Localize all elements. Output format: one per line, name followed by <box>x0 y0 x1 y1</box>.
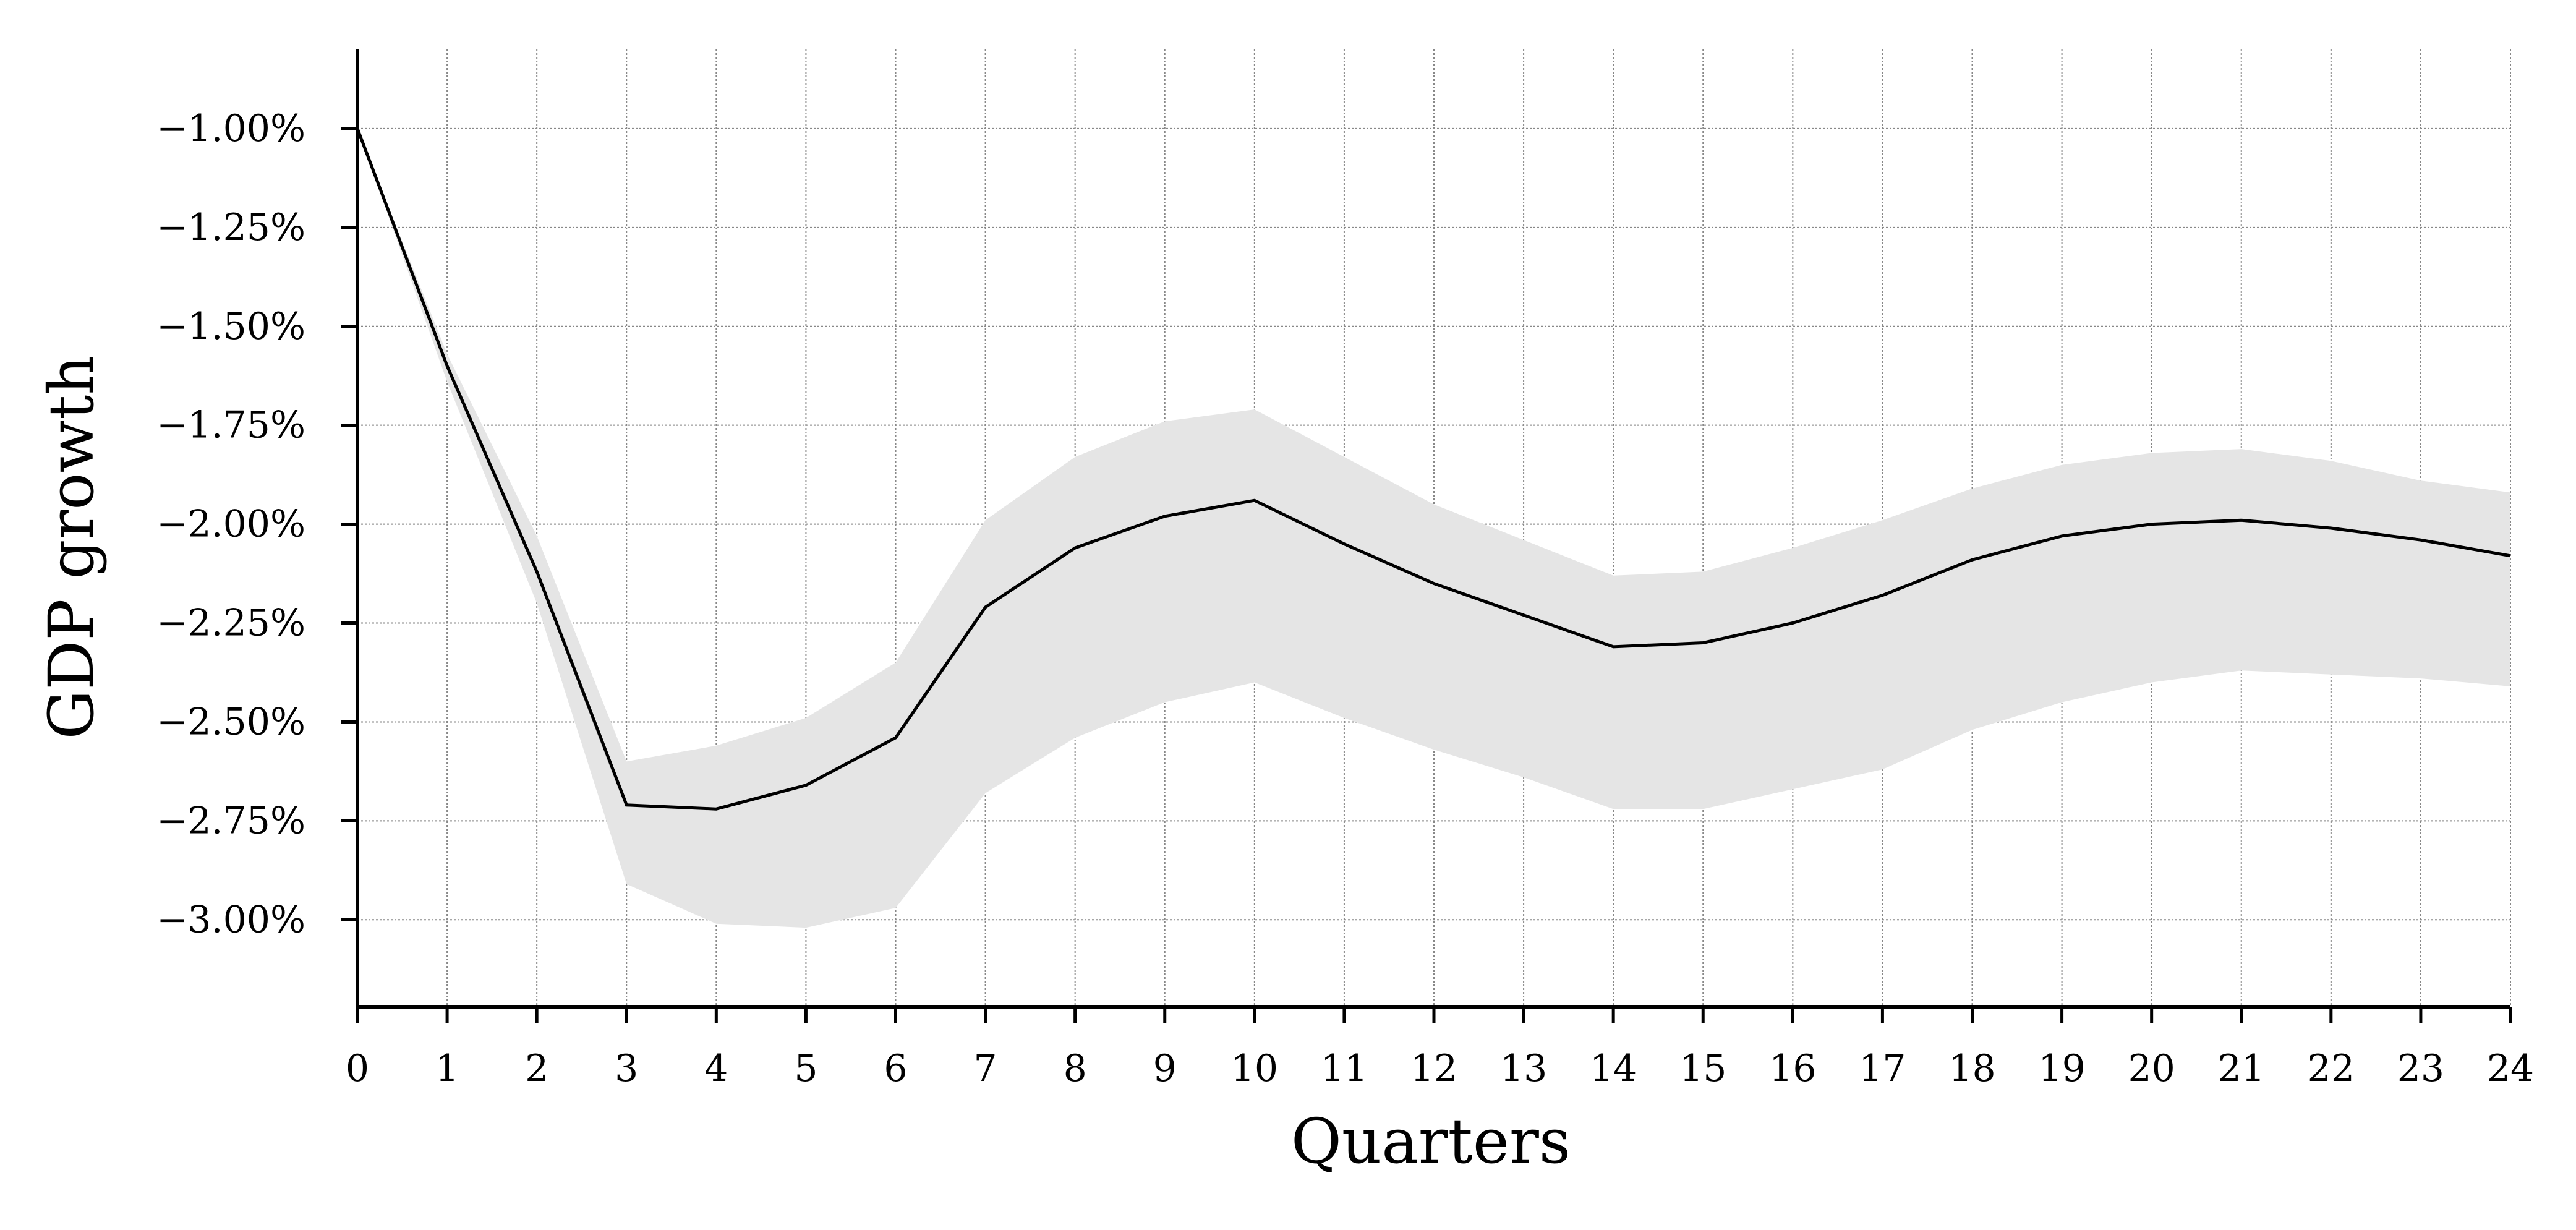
x-tick-label: 7 <box>973 1047 997 1090</box>
x-tick-label: 20 <box>2128 1047 2175 1090</box>
x-tick-label: 2 <box>525 1047 548 1090</box>
x-tick-label: 5 <box>794 1047 817 1090</box>
y-tick-label: −2.25% <box>156 602 305 645</box>
confidence-band <box>357 128 2510 928</box>
x-tick-label: 22 <box>2308 1047 2355 1090</box>
x-tick-label: 3 <box>615 1047 638 1090</box>
x-tick-label: 16 <box>1769 1047 1816 1090</box>
x-tick-label: 4 <box>704 1047 728 1090</box>
y-tick-labels: −1.00% −1.25% −1.50% −1.75% −2.00% −2.25% −2.5… <box>156 107 305 941</box>
x-tick-label: 10 <box>1231 1047 1278 1090</box>
y-tick-label: −1.25% <box>156 206 305 249</box>
x-axis-label: Quarters <box>1291 1105 1571 1177</box>
x-tick-labels: 0 1 2 3 4 5 6 7 8 9 10 11 12 13 14 15 16 17 18 19 20 21 22 23 24 <box>346 1047 2534 1090</box>
gdp-growth-line <box>356 128 2511 811</box>
y-tick-label: −2.50% <box>156 700 305 743</box>
x-tick-label: 13 <box>1500 1047 1547 1090</box>
y-tick-label: −3.00% <box>156 898 305 941</box>
x-tick-label: 14 <box>1590 1047 1637 1090</box>
y-axis-label: GDP growth <box>35 355 108 739</box>
x-tick-label: 0 <box>346 1047 369 1090</box>
x-tick-label: 24 <box>2487 1047 2534 1090</box>
y-tick-label: −2.00% <box>156 503 305 546</box>
x-tick-label: 18 <box>1948 1047 1995 1090</box>
x-tick-label: 8 <box>1064 1047 1087 1090</box>
x-tick-label: 19 <box>2038 1047 2085 1090</box>
x-tick-label: 17 <box>1859 1047 1906 1090</box>
y-tick-label: −1.00% <box>156 107 305 150</box>
axes-layer <box>341 49 2512 1023</box>
y-tick-label: −1.50% <box>156 305 305 348</box>
x-tick-label: 9 <box>1153 1047 1177 1090</box>
x-tick-label: 11 <box>1321 1047 1368 1090</box>
y-tick-label: −1.75% <box>156 404 305 447</box>
x-tick-label: 1 <box>435 1047 459 1090</box>
x-tick-label: 12 <box>1410 1047 1457 1090</box>
x-tick-label: 6 <box>884 1047 907 1090</box>
x-tick-label: 23 <box>2397 1047 2444 1090</box>
x-tick-label: 15 <box>1679 1047 1726 1090</box>
x-tick-label: 21 <box>2218 1047 2265 1090</box>
confidence-band-layer <box>357 128 2510 928</box>
y-tick-label: −2.75% <box>156 799 305 842</box>
series-line-layer <box>356 128 2511 811</box>
